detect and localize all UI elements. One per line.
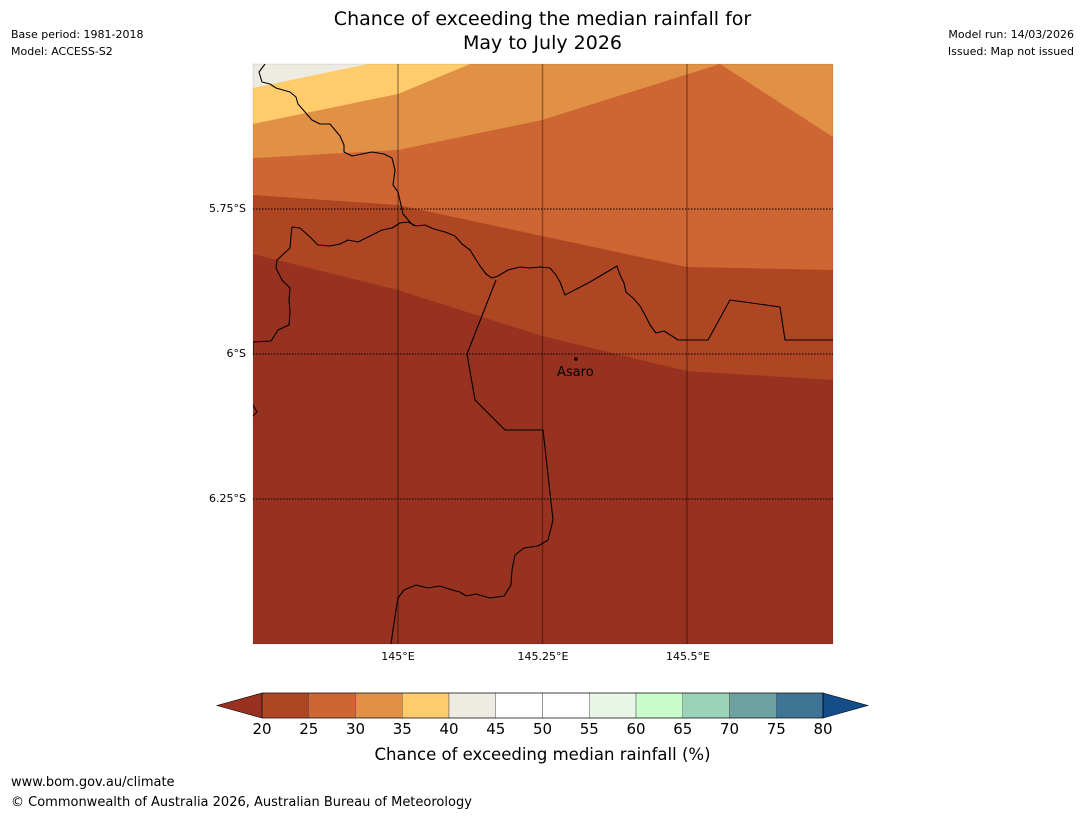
colorbar-tick-label: 75: [766, 720, 786, 738]
colorbar-cell: [682, 692, 730, 719]
colorbar-cells: [261, 692, 824, 719]
model-run: Model run: 14/03/2026: [948, 28, 1074, 41]
colorbar-cell: [635, 692, 683, 719]
model-name: Model: ACCESS-S2: [11, 45, 113, 58]
colorbar-cell: [448, 692, 496, 719]
map-frame: [252, 63, 834, 645]
boundary-central-south: [390, 279, 554, 644]
lon-label-145-5e: 145.5°E: [666, 650, 710, 663]
colorbar-cell: [355, 692, 403, 719]
footer-copyright: © Commonwealth of Australia 2026, Austra…: [11, 795, 472, 810]
colorbar-outline: [261, 692, 824, 719]
boundary-central-north: [253, 221, 833, 355]
colorbar-cell: [776, 692, 824, 719]
lat-label-6-25s: 6.25°S: [209, 492, 246, 505]
colorbar-tick-label: 40: [439, 720, 459, 738]
colorbar-tick-label: 20: [252, 720, 272, 738]
asaro-marker: [574, 357, 578, 361]
lon-label-145e: 145°E: [381, 650, 415, 663]
boundary-northwest: [258, 64, 415, 227]
lat-label-5-75s: 5.75°S: [209, 202, 246, 215]
rainfall-map: [252, 63, 834, 645]
map-title-line-1: Chance of exceeding the median rainfall …: [333, 8, 752, 30]
band-40-45: [253, 64, 470, 124]
colorbar-tick-label: 65: [673, 720, 693, 738]
boundary-west-edge: [253, 404, 258, 417]
colorbar-cell: [729, 692, 777, 719]
issued-status: Issued: Map not issued: [947, 45, 1074, 58]
colorbar-cell: [261, 692, 309, 719]
meta-left: Base period: 1981-2018 Model: ACCESS-S2: [11, 26, 143, 60]
colorbar: [215, 692, 870, 719]
colorbar-cell: [308, 692, 356, 719]
colorbar-cell: [402, 692, 450, 719]
base-period: Base period: 1981-2018: [11, 28, 144, 41]
colorbar-tick-label: 60: [626, 720, 646, 738]
band-45-50: [253, 64, 368, 88]
colorbar-cell: [589, 692, 637, 719]
colorbar-tick-label: 25: [299, 720, 319, 738]
graticule: [253, 64, 833, 644]
colorbar-title: Chance of exceeding median rainfall (%): [374, 745, 711, 764]
meta-right: Model run: 14/03/2026 Issued: Map not is…: [948, 26, 1074, 60]
colorbar-tick-label: 80: [813, 720, 833, 738]
colorbar-tick-label: 55: [579, 720, 599, 738]
colorbar-cell: [542, 692, 590, 719]
map-title: Chance of exceeding the median rainfall …: [0, 7, 1085, 55]
colorbar-over-arrow: [822, 692, 870, 719]
colorbar-tick-label: 45: [486, 720, 506, 738]
colorbar-cell: [495, 692, 543, 719]
map-title-line-2: May to July 2026: [463, 32, 622, 54]
footer-url[interactable]: www.bom.gov.au/climate: [11, 775, 175, 790]
colorbar-tick-label: 30: [345, 720, 366, 738]
place-label-asaro: Asaro: [557, 365, 594, 380]
lat-label-6s: 6°S: [226, 347, 246, 360]
colorbar-under-arrow: [215, 692, 263, 719]
lon-label-145-25e: 145.25°E: [517, 650, 569, 663]
colorbar-tick-label: 50: [532, 720, 553, 738]
colorbar-tick-label: 35: [392, 720, 412, 738]
province-boundaries: [253, 64, 833, 644]
colorbar-tick-label: 70: [719, 720, 740, 738]
